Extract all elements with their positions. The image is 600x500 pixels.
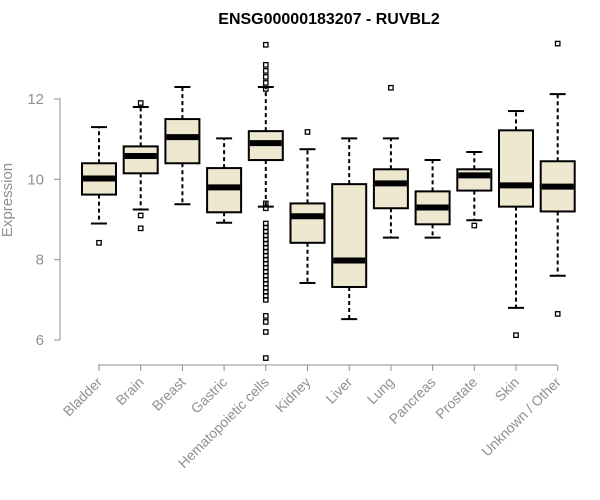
outlier-point	[262, 86, 269, 92]
box-group	[456, 151, 493, 229]
outlier-point	[388, 84, 394, 91]
outlier-point	[262, 355, 269, 361]
outlier-point	[262, 80, 269, 86]
outlier-point	[262, 41, 269, 48]
outlier-point	[137, 100, 144, 106]
box-group	[539, 40, 576, 317]
x-tick-label: Lung	[364, 374, 397, 407]
outlier-point	[554, 311, 561, 317]
iqr-box	[289, 202, 326, 244]
box-group	[331, 137, 368, 321]
x-tick-label: Kidney	[272, 374, 314, 416]
outlier-point	[137, 225, 144, 232]
outlier-point	[262, 329, 269, 335]
box-group	[206, 137, 243, 224]
x-tick-label: Prostate	[432, 374, 480, 422]
box-group	[247, 41, 284, 361]
y-axis-label: Expression	[0, 163, 16, 237]
outlier-point	[262, 68, 269, 74]
y-tick-label: 6	[36, 332, 44, 349]
y-tick-label: 8	[36, 252, 44, 269]
box-group	[122, 100, 159, 232]
box-group	[498, 110, 534, 339]
outlier-point	[554, 40, 561, 47]
x-tick-label: Breast	[149, 374, 189, 414]
outlier-point	[262, 74, 269, 80]
x-tick-label: Skin	[492, 374, 523, 405]
x-tick-label: Unknown / Other	[478, 374, 564, 460]
outlier-point	[96, 239, 102, 246]
outlier-point	[304, 129, 311, 135]
y-ticks: 6 8 10 12	[27, 91, 60, 349]
iqr-box	[372, 168, 409, 210]
iqr-box	[164, 118, 201, 165]
iqr-box	[122, 145, 159, 175]
box-group	[164, 85, 201, 206]
y-tick-label: 12	[27, 91, 44, 108]
outlier-point	[262, 313, 269, 319]
outlier-point	[262, 205, 269, 212]
x-tick-label: Liver	[323, 374, 356, 407]
box-group	[289, 129, 326, 284]
x-tick-label: Brain	[112, 374, 146, 408]
iqr-box	[498, 129, 534, 208]
boxes-group	[81, 40, 576, 361]
box-group	[81, 126, 117, 246]
chart-title: ENSG00000183207 - RUVBL2	[218, 11, 440, 28]
outlier-point	[262, 296, 269, 303]
y-tick-label: 10	[27, 171, 44, 188]
outlier-point	[262, 319, 269, 325]
outlier-point	[137, 212, 144, 219]
iqr-box	[331, 183, 368, 288]
box-group	[372, 84, 409, 239]
box-group	[414, 159, 451, 239]
x-tick-label: Bladder	[60, 374, 106, 420]
outlier-point	[513, 332, 519, 339]
outlier-point	[262, 62, 269, 68]
outlier-point	[471, 222, 478, 229]
